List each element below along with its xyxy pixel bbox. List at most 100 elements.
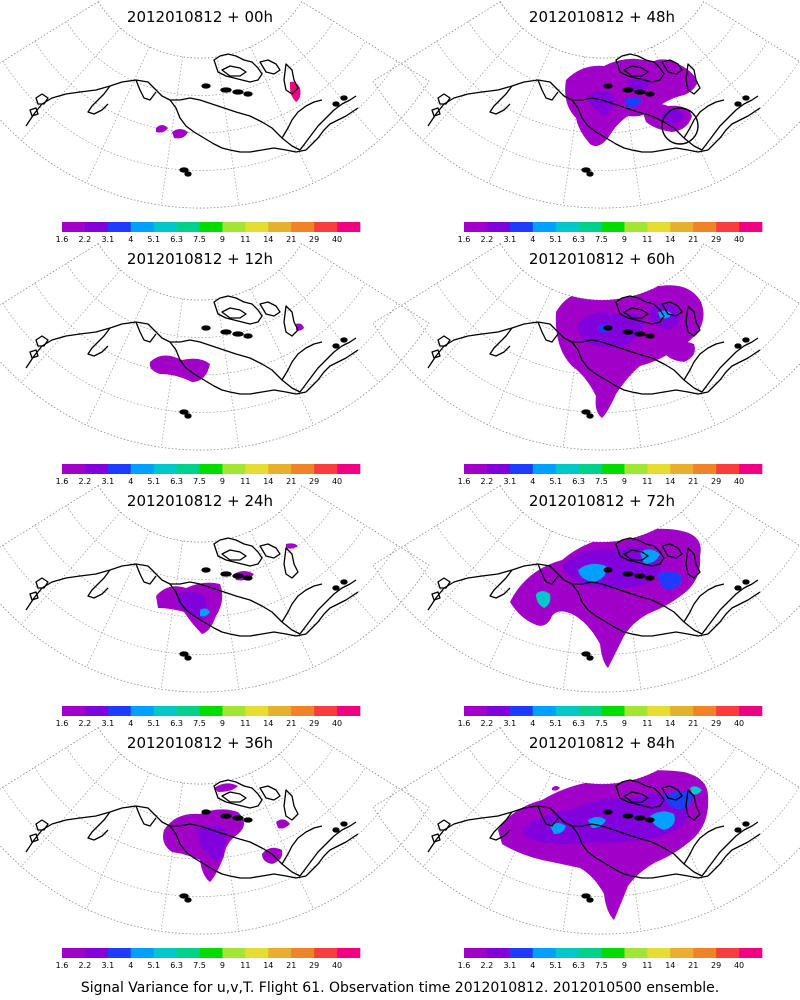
- island: [586, 897, 594, 903]
- coastline: [135, 79, 157, 101]
- colorbar-segment: [601, 948, 625, 958]
- island: [332, 827, 340, 833]
- colorbar-segment: [670, 948, 694, 958]
- colorbar-segment: [601, 464, 625, 474]
- colorbar-tick-label: 6.3: [572, 477, 585, 486]
- coastline: [135, 805, 157, 827]
- colorbar-segment: [624, 948, 648, 958]
- island: [645, 91, 655, 97]
- map-area: [0, 1, 430, 209]
- latitude-line: [468, 747, 736, 822]
- colorbar-tick-label: 21: [286, 961, 296, 970]
- island: [634, 573, 646, 579]
- colorbar-tick-label: 5.1: [147, 961, 160, 970]
- coastlines: [427, 779, 761, 903]
- colorbar-tick-label: 9: [622, 719, 627, 728]
- variance-contour: [172, 129, 188, 139]
- colorbar-tick-label: 29: [711, 235, 721, 244]
- island: [179, 167, 189, 173]
- coastline: [661, 301, 683, 317]
- colorbar-segment: [245, 948, 269, 958]
- coastline: [431, 349, 441, 359]
- panel-title: 2012010812 + 00h: [127, 8, 273, 26]
- colorbar-segment: [337, 706, 361, 716]
- coastlines: [427, 295, 761, 419]
- island: [734, 343, 742, 349]
- colorbar-segment: [337, 464, 361, 474]
- coastline: [169, 825, 307, 879]
- panel-title: 2012010812 + 12h: [127, 250, 273, 268]
- colorbar-segment: [222, 706, 246, 716]
- island: [742, 821, 750, 827]
- island: [201, 809, 211, 815]
- colorbar-tick-label: 4: [128, 961, 133, 970]
- panel-title: 2012010812 + 48h: [529, 8, 675, 26]
- colorbar-segment: [84, 222, 109, 232]
- colorbar-segment: [693, 706, 717, 716]
- observation-circle-marker: [661, 107, 699, 145]
- coastline: [213, 537, 263, 567]
- variance-contour: [627, 77, 650, 92]
- coastline: [683, 583, 725, 623]
- latitude-line: [66, 21, 334, 96]
- coastline: [29, 833, 39, 843]
- coastline: [701, 579, 759, 635]
- coastline: [707, 591, 761, 635]
- variance-contour: [290, 81, 301, 102]
- coastline: [221, 307, 247, 319]
- coastlines: [25, 537, 359, 661]
- map-panel: 2012010812 + 84h 1.6 2.2 3.1 4 5.1 6.3 7.5 9 11 14…: [372, 727, 800, 970]
- map-area: [372, 243, 800, 451]
- colorbar: 1.6 2.2 3.1 4 5.1 6.3 7.5 9 11 14 21 29 40: [458, 222, 763, 244]
- colorbar-segment: [176, 464, 200, 474]
- colorbar-tick-label: 21: [688, 719, 698, 728]
- coastline: [537, 805, 559, 827]
- variance-contour: [286, 543, 298, 549]
- coastline: [623, 65, 649, 77]
- latitude-line: [468, 263, 736, 338]
- colorbar-tick-label: 7.5: [193, 719, 206, 728]
- coastline: [25, 563, 301, 635]
- colorbar-tick-label: 11: [240, 235, 250, 244]
- island: [243, 333, 253, 339]
- coastline: [259, 543, 281, 559]
- coastline: [571, 583, 709, 637]
- panel-title: 2012010812 + 60h: [529, 250, 675, 268]
- coastline: [283, 305, 299, 337]
- map-panel: 2012010812 + 00h 1.6 2.2 3.1 4 5.1 6.3 7.5 9 11 14…: [0, 1, 430, 244]
- island: [634, 89, 646, 95]
- colorbar-segment: [153, 222, 177, 232]
- coastline: [35, 335, 49, 347]
- map-panel: 2012010812 + 24h 1.6 2.2 3.1 4 5.1 6.3 7.5 9 11 14…: [0, 485, 430, 728]
- island: [581, 409, 591, 415]
- coastline: [685, 63, 701, 95]
- variance-contour: [536, 591, 551, 608]
- colorbar-segment: [268, 464, 292, 474]
- colorbar-tick-label: 4: [128, 477, 133, 486]
- colorbar-tick-label: 3.1: [503, 719, 516, 728]
- coastline: [537, 79, 559, 101]
- colorbar-segment: [314, 948, 338, 958]
- coastline: [437, 93, 451, 105]
- colorbar-segment: [578, 464, 602, 474]
- coastline: [281, 825, 323, 865]
- colorbar-segment: [739, 464, 763, 474]
- colorbar-tick-label: 2.2: [481, 961, 494, 970]
- colorbar-segment: [670, 706, 694, 716]
- colorbar-tick-label: 7.5: [595, 719, 608, 728]
- colorbar-segment: [624, 222, 648, 232]
- coastline: [283, 63, 299, 95]
- variance-contour: [588, 91, 615, 116]
- variance-contour: [176, 591, 207, 620]
- island: [742, 95, 750, 101]
- colorbar-tick-label: 2.2: [79, 961, 92, 970]
- meridian-line: [681, 753, 781, 867]
- colorbar-segment: [84, 464, 109, 474]
- coastline: [221, 549, 247, 561]
- colorbar-segment: [268, 222, 292, 232]
- coastline: [615, 537, 665, 567]
- colorbar-tick-label: 1.6: [458, 719, 471, 728]
- island: [201, 325, 211, 331]
- colorbar-tick-label: 2.2: [79, 719, 92, 728]
- colorbar-tick-label: 9: [220, 477, 225, 486]
